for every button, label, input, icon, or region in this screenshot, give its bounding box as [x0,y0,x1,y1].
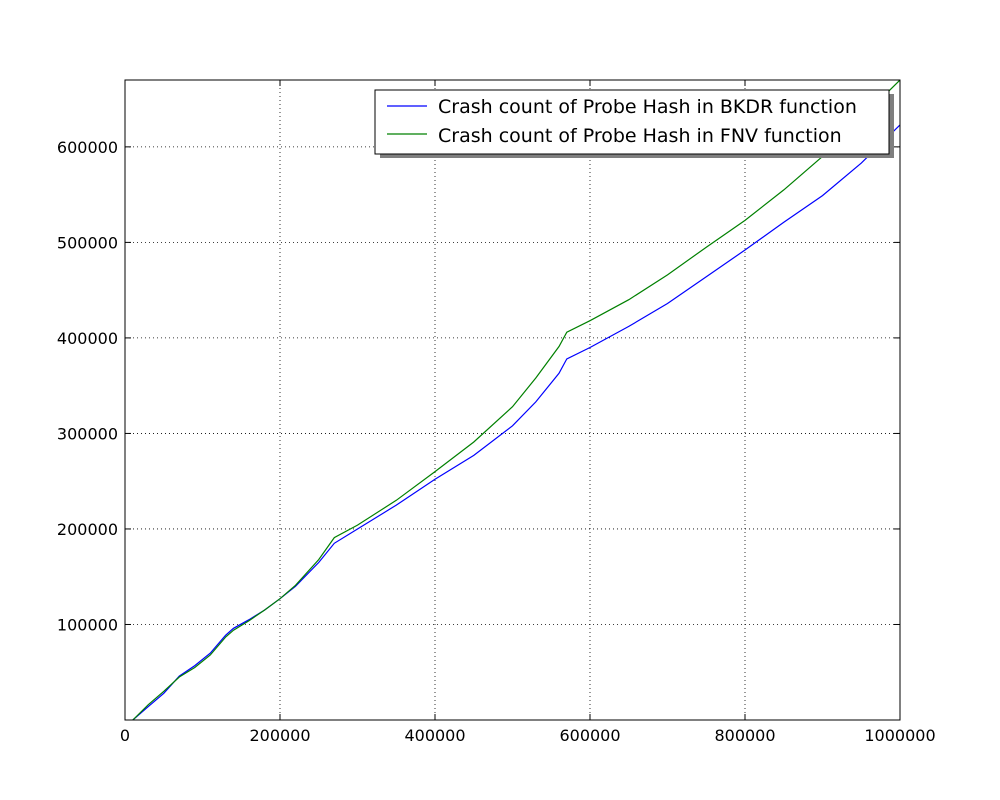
x-tick-label: 600000 [559,726,620,745]
series-lines [132,80,900,720]
legend-label-fnv: Crash count of Probe Hash in FNV functio… [438,125,842,147]
x-tick-label: 1000000 [864,726,935,745]
legend-label-bkdr: Crash count of Probe Hash in BKDR functi… [438,96,857,118]
y-tick-label: 500000 [57,233,118,252]
series-line-bkdr [132,124,900,720]
plot-area [125,80,900,720]
y-tick-label: 600000 [57,138,118,157]
axis-ticks: 0 200000 400000 600000 800000 1000000 100000 20… [57,80,936,745]
grid-lines [125,80,900,720]
x-tick-label: 0 [120,726,130,745]
plot-frame [124,79,901,721]
y-tick-label: 300000 [57,424,118,443]
legend-box [374,89,890,155]
x-tick-label: 800000 [714,726,775,745]
x-tick-label: 200000 [249,726,310,745]
legend: Crash count of Probe Hash in BKDR functi… [374,89,894,158]
series-line-fnv [132,80,900,720]
x-tick-label: 400000 [404,726,465,745]
y-tick-label: 400000 [57,329,118,348]
y-tick-label: 100000 [57,615,118,634]
y-tick-label: 200000 [57,520,118,539]
